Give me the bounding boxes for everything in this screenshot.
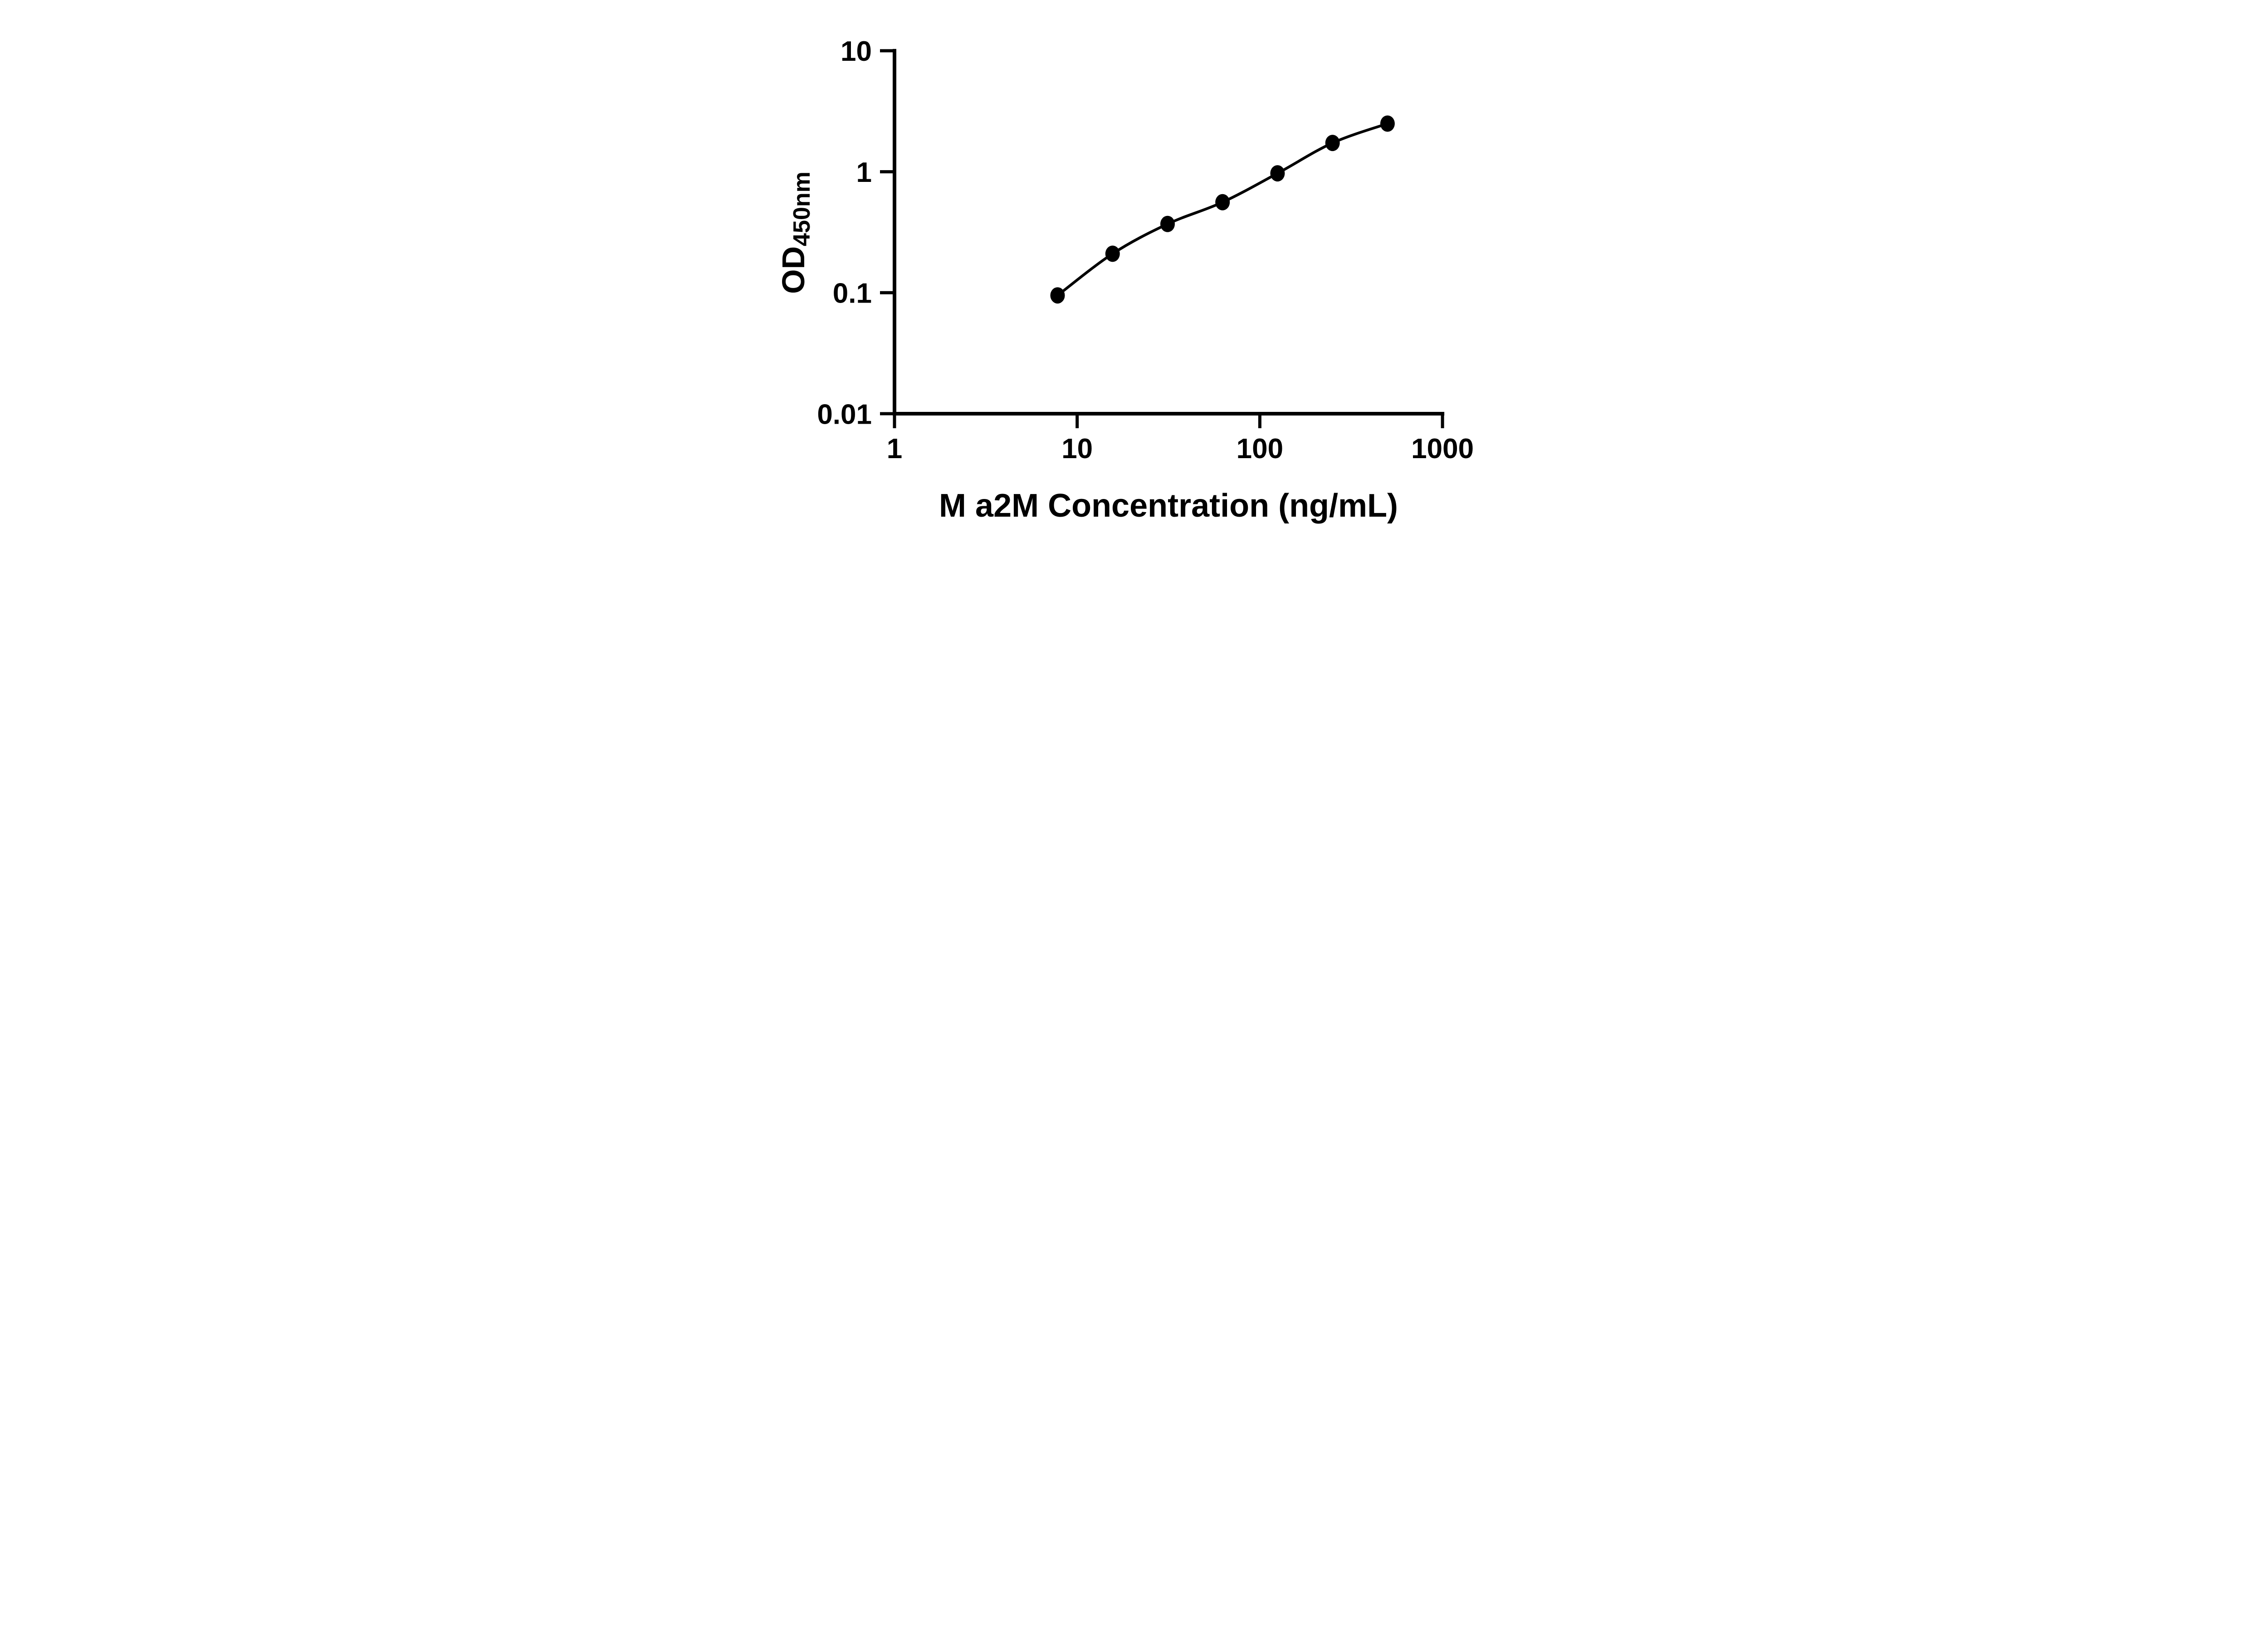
chart-background: [746, 0, 1522, 544]
y-tick-label: 10: [841, 36, 872, 67]
data-point-marker: [1270, 165, 1285, 182]
x-tick-label: 1000: [1411, 433, 1474, 464]
y-axis-title-subscript: 450nm: [789, 171, 815, 246]
y-tick-label: 1: [856, 157, 872, 188]
x-tick-label: 100: [1237, 433, 1283, 464]
data-point-marker: [1160, 215, 1175, 232]
elisa-standard-curve-figure: 10 1 0.1 0.01 1 10 100 1000 OD450nm M a2M Concent…: [746, 0, 1522, 544]
data-point-marker: [1215, 194, 1230, 210]
y-tick-label: 0.1: [833, 278, 872, 309]
data-point-marker: [1325, 135, 1340, 152]
standard-curve-chart: 10 1 0.1 0.01 1 10 100 1000 OD450nm M a2M Concent…: [746, 0, 1522, 544]
y-axis-title-main: OD: [776, 246, 811, 294]
x-tick-label: 10: [1061, 433, 1093, 464]
y-axis-title: OD450nm: [776, 171, 815, 294]
y-tick-label: 0.01: [817, 399, 872, 430]
data-point-marker: [1050, 287, 1065, 304]
data-point-marker: [1105, 245, 1120, 262]
data-point-marker: [1380, 115, 1395, 132]
x-tick-label: 1: [887, 433, 902, 464]
x-axis-title: M a2M Concentration (ng/mL): [939, 488, 1398, 524]
